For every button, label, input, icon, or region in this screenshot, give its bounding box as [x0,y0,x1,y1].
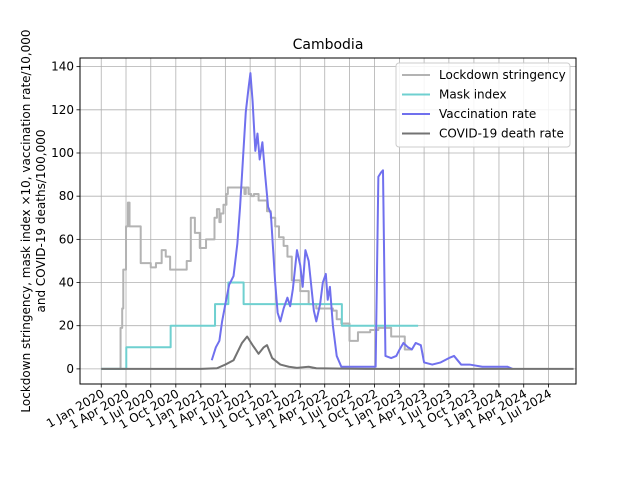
chart-title: Cambodia [293,37,364,53]
series-line-0 [101,186,412,370]
y-tick-label: 40 [59,276,74,290]
legend-label: COVID-19 death rate [439,127,564,141]
y-axis-label-line-1: Lockdown stringency, mask index ×10, vac… [19,29,33,412]
series-line-2 [210,72,513,370]
legend: Lockdown stringency Mask index Vaccination… [395,62,571,148]
series-lines [101,72,574,370]
y-ticks: 0 20 40 60 80 100 120 140 [51,60,80,376]
legend-label: Lockdown stringency [439,68,566,82]
y-tick-label: 140 [51,60,74,74]
y-tick-label: 80 [59,189,74,203]
y-tick-label: 100 [51,146,74,160]
y-tick-label: 120 [51,103,74,117]
series-line-1 [101,281,419,370]
y-tick-label: 60 [59,232,74,246]
legend-label: Vaccination rate [439,107,536,121]
plot-frame [79,57,577,385]
y-tick-label: 0 [66,362,74,376]
y-axis-label-line-2: and COVID-19 deaths/100,000 [34,130,48,313]
legend-label: Mask index [439,88,507,102]
y-tick-label: 20 [59,319,74,333]
legend-box [395,62,571,148]
series-line-3 [101,335,574,370]
